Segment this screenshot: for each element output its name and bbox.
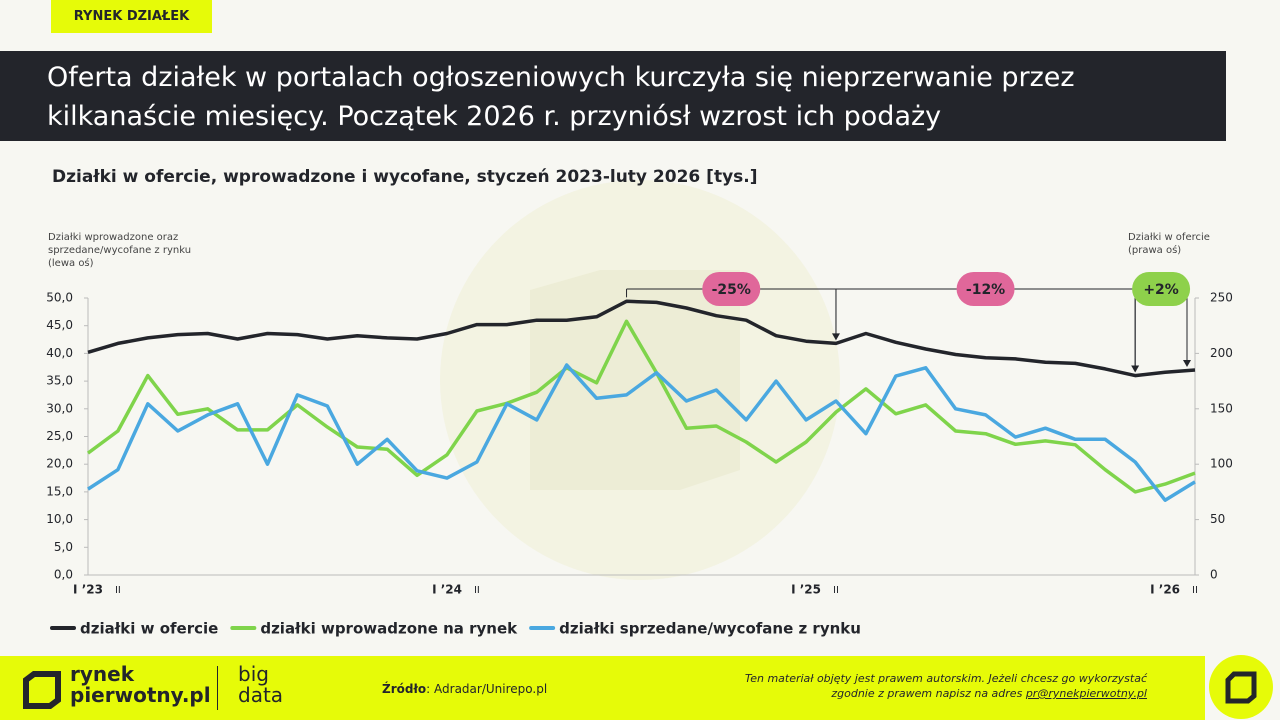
series-line <box>87 299 1196 378</box>
corner-logo <box>1209 655 1273 719</box>
divider <box>217 666 218 710</box>
notice: Ten materiał objęty jest prawem autorski… <box>745 671 1147 701</box>
x-tick-label: I ’24 <box>432 583 462 597</box>
y2-tick-label: 150 <box>1210 401 1233 415</box>
footer: rynek pierwotny.pl big data Źródło: Adra… <box>0 656 1205 720</box>
badge: RYNEK DZIAŁEK <box>51 0 212 33</box>
y-tick-label: 50,0 <box>46 291 73 305</box>
source-text: : Adradar/Unirepo.pl <box>426 682 548 696</box>
notice-line: zgodnie z prawem napisz na adres pr@ryne… <box>745 686 1147 701</box>
source-label: Źródło <box>382 682 427 696</box>
source: Źródło: Adradar/Unirepo.pl <box>382 682 547 696</box>
x-tick-label: II <box>115 585 121 596</box>
logo-text: rynek pierwotny.pl <box>70 664 211 706</box>
y-tick-label: 15,0 <box>46 484 73 498</box>
brand-line: data <box>238 683 284 707</box>
legend-label: działki wprowadzone na rynek <box>260 620 518 638</box>
x-tick-label: I ’23 <box>73 583 103 597</box>
y-tick-label: 35,0 <box>46 374 73 388</box>
watermark-shape <box>530 270 740 490</box>
email[interactable]: pr@rynekpierwotny.pl <box>1025 687 1147 700</box>
y-axis-title: Działki wprowadzone oraz sprzedane/wycof… <box>48 232 192 269</box>
annotation-pill <box>702 272 761 306</box>
notice-line: Ten materiał objęty jest prawem autorski… <box>744 672 1147 685</box>
x-tick-label: II <box>833 585 839 596</box>
logo-icon <box>23 671 61 709</box>
logo-line: rynek <box>70 662 135 686</box>
arrow-head <box>1183 360 1191 368</box>
y-tick-label: 40,0 <box>46 346 73 360</box>
brand-line: big <box>238 662 269 686</box>
annotation-pill <box>956 272 1015 306</box>
annotation-label: +2% <box>1143 282 1179 298</box>
series-line <box>87 363 1196 502</box>
y2-tick-label: 250 <box>1210 291 1233 305</box>
y2-tick-label: 50 <box>1210 512 1225 526</box>
x-tick-label: I ’25 <box>791 583 821 597</box>
headline-line: Oferta działek w portalach ogłoszeniowyc… <box>47 62 1075 93</box>
annotation-label: -25% <box>712 282 751 298</box>
legend-label: działki w ofercie <box>80 620 218 638</box>
annotation-label: -12% <box>966 282 1005 298</box>
y-tick-label: 0,0 <box>54 568 73 582</box>
y-tick-label: 10,0 <box>46 512 73 526</box>
y2-tick-label: 100 <box>1210 457 1233 471</box>
headline-line: kilkanaście miesięcy. Początek 2026 r. p… <box>47 101 942 132</box>
y2-axis-title: Działki w ofercie (prawa oś) <box>1128 232 1210 256</box>
x-tick-label: I ’26 <box>1150 583 1180 597</box>
y-tick-label: 25,0 <box>46 429 73 443</box>
y-tick-label: 5,0 <box>54 540 73 554</box>
annotation-pill <box>1132 272 1191 306</box>
chart: Działki w ofercie, wprowadzone i wycofan… <box>46 167 1233 638</box>
series-line <box>86 319 1196 494</box>
brand-text: big data <box>238 664 283 706</box>
logo-line: pierwotny.pl <box>70 683 211 707</box>
y2-tick-label: 0 <box>1210 568 1218 582</box>
y-tick-label: 45,0 <box>46 318 73 332</box>
header: Oferta działek w portalach ogłoszeniowyc… <box>0 51 1226 141</box>
legend-label: działki sprzedane/wycofane z rynku <box>559 620 861 638</box>
y-tick-label: 20,0 <box>46 457 73 471</box>
chart-title: Działki w ofercie, wprowadzone i wycofan… <box>52 167 758 187</box>
x-tick-label: II <box>474 585 480 596</box>
notice-text: zgodnie z prawem napisz na adres <box>831 687 1026 700</box>
y2-tick-label: 200 <box>1210 346 1233 360</box>
x-tick-label: II <box>1192 585 1198 596</box>
y-tick-label: 30,0 <box>46 401 73 415</box>
